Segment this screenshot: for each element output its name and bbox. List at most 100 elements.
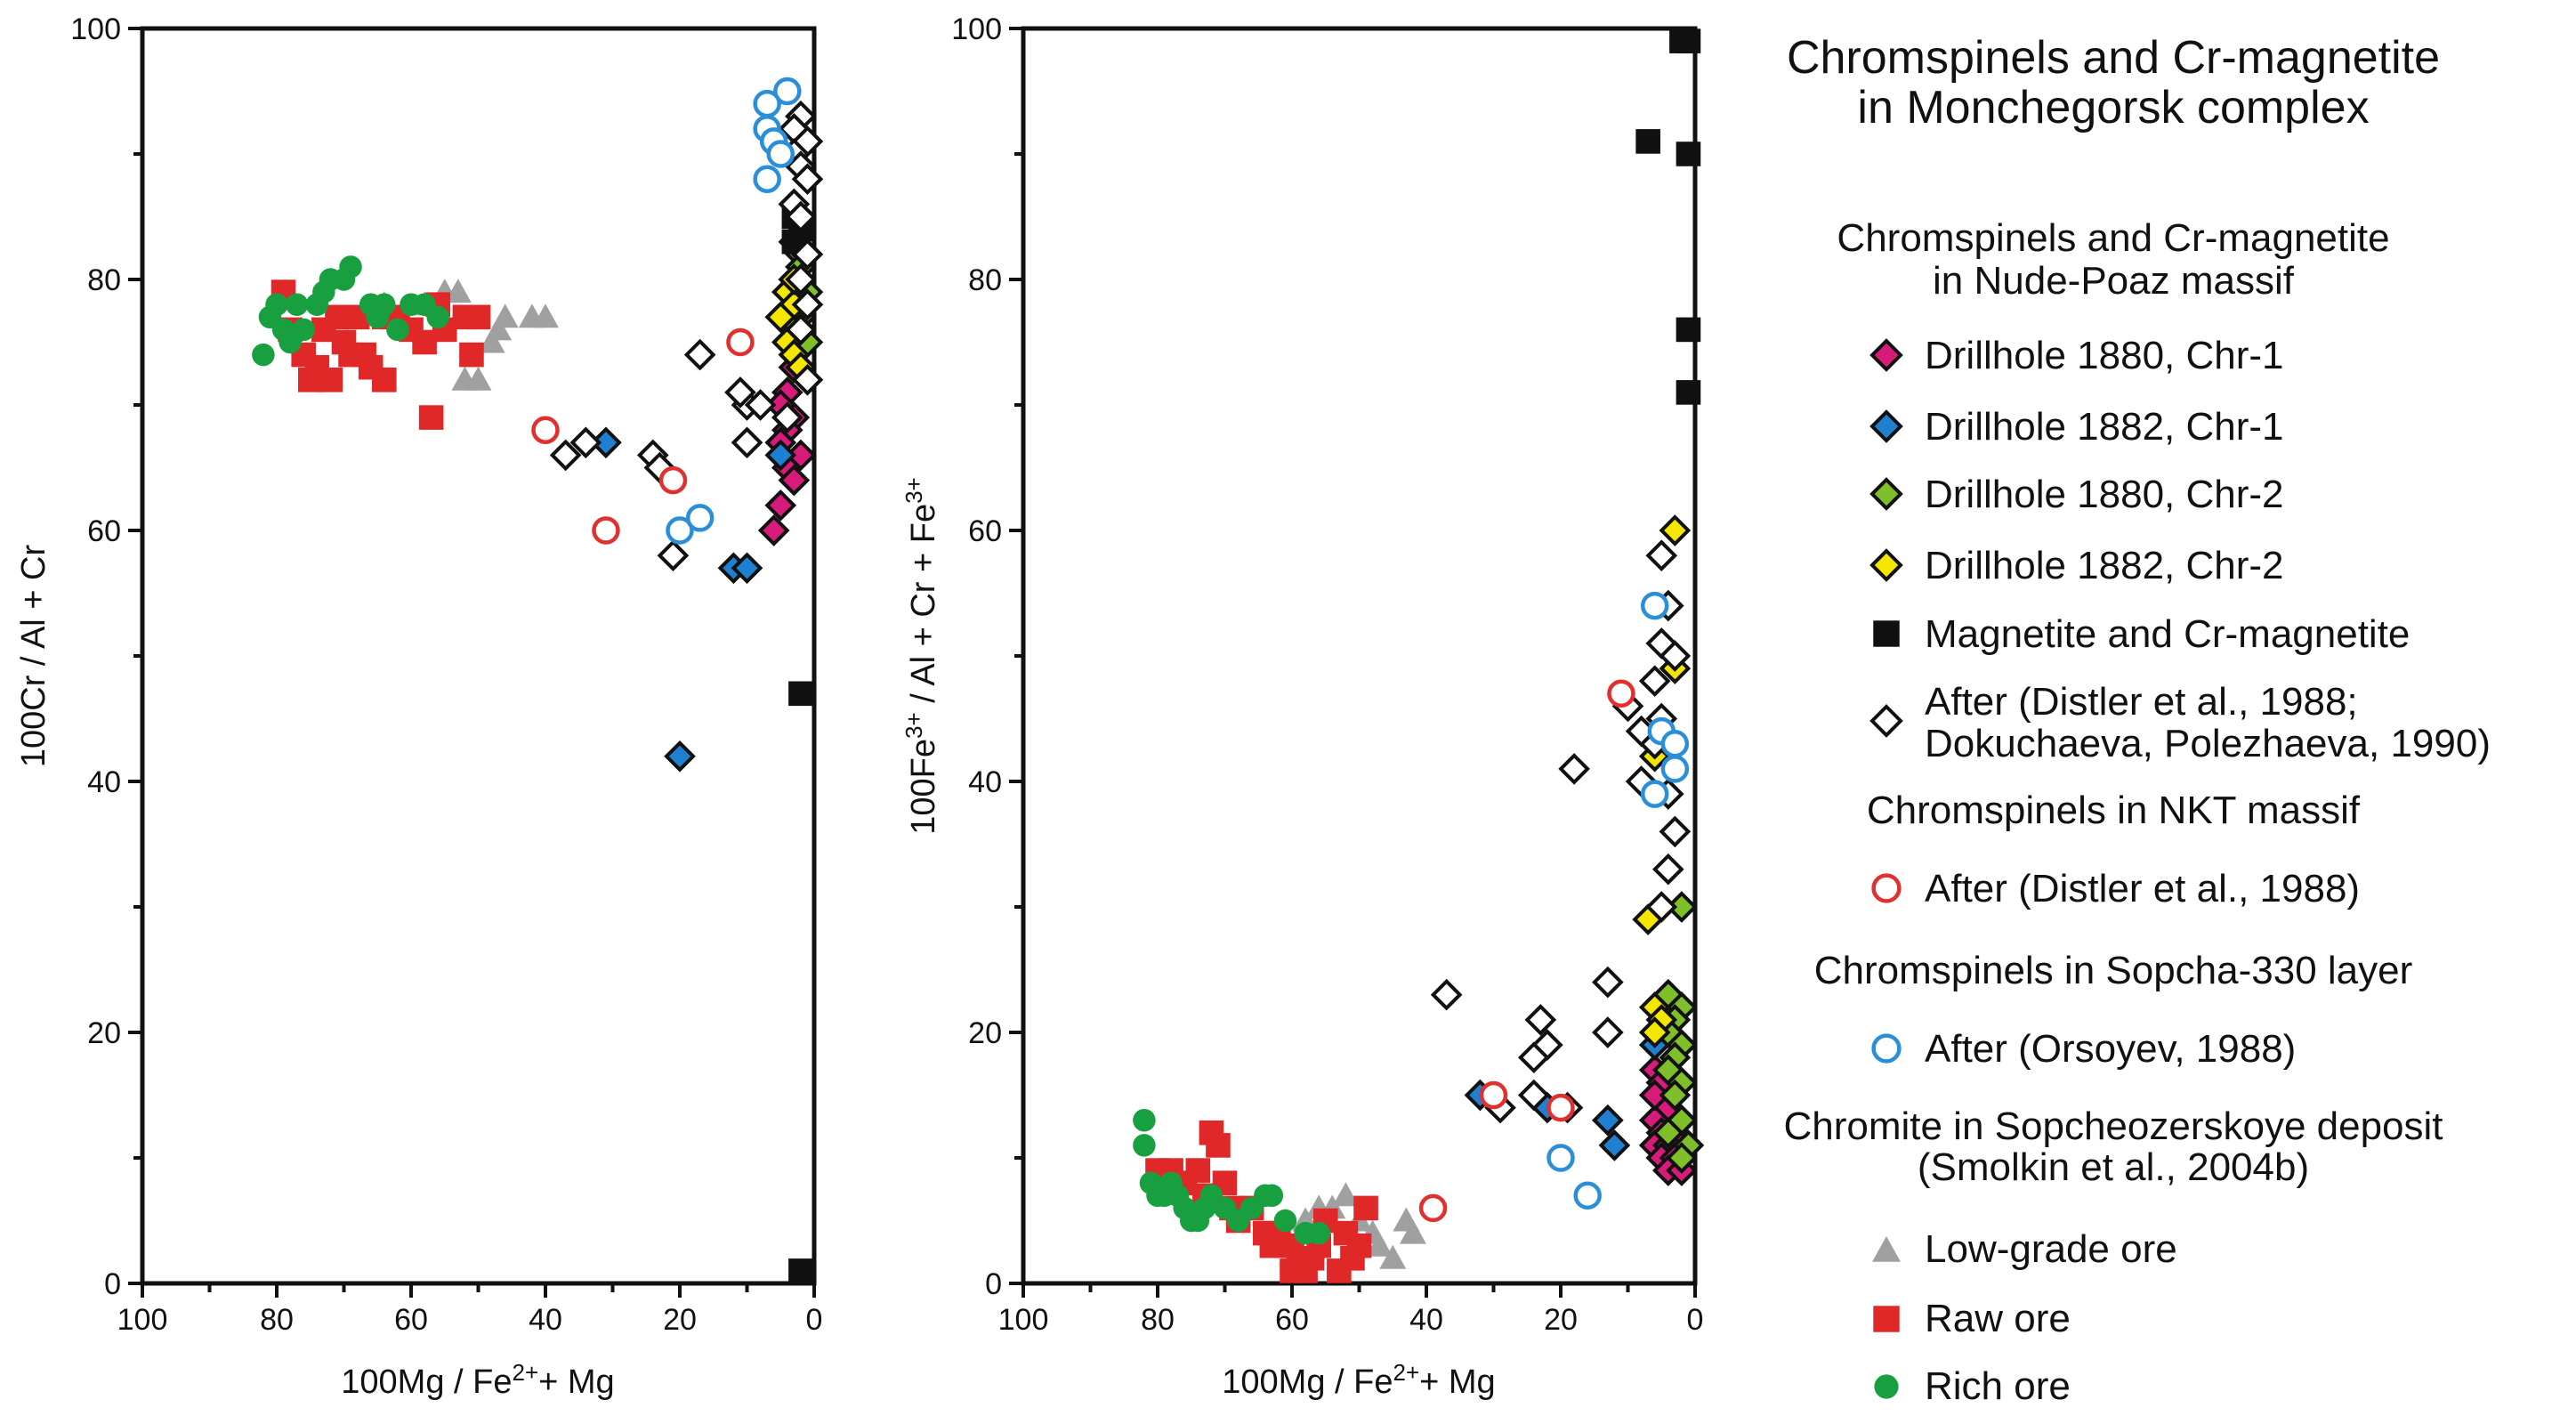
right-point-rich-ore [1307, 1221, 1330, 1245]
right-point-after-distler-et-al-1988-dokuchaeva-polezhaeva-1990 [1517, 1041, 1550, 1074]
right-point-nkt-after-distler-et-al-1988 [1546, 1093, 1575, 1122]
left-point-after-distler-et-al-1988-dokuchaeva-polezhaeva-1990 [791, 163, 824, 196]
legend-marker-1882-chr1 [1869, 409, 1903, 443]
right-point-rich-ore [1260, 1184, 1284, 1208]
right-xtick-label: 20 [1544, 1303, 1578, 1337]
right-point-after-distler-et-al-1988-dokuchaeva-polezhaeva-1990 [1645, 891, 1678, 923]
left-point-after-distler-et-al-1988-dokuchaeva-polezhaeva-1990 [569, 426, 602, 459]
right-ytick-label: 100 [951, 12, 1002, 46]
left-point-raw-ore [459, 342, 484, 368]
right-point-nkt-after-distler-et-al-1988 [1479, 1080, 1508, 1110]
legend-marker-rich [1874, 1374, 1899, 1399]
left-point-drillhole-1880-chr-1 [757, 514, 790, 546]
left-point-low-grade-ore [478, 328, 505, 353]
left-xtick-label: 20 [663, 1303, 697, 1337]
right-point-sopcha-330-after-orsoyev-1988 [1640, 780, 1669, 808]
right-ytick-label: 0 [985, 1267, 1002, 1301]
right-ytick-label: 80 [968, 263, 1002, 297]
right-point-raw-ore [1185, 1158, 1211, 1183]
left-plot: 0 20 40 60 80 100 100 80 60 40 20 0 100Mg / Fe2++ M… [15, 12, 824, 1401]
left-point-rich-ore [366, 305, 389, 329]
legend-marker-magnetite-shape [1873, 620, 1900, 647]
right-ytick-label: 40 [968, 765, 1002, 799]
left-point-sopcha-330-after-orsoyev-1988 [773, 77, 802, 106]
left-xtick-label: 80 [260, 1303, 294, 1337]
right-point-magnetite-and-cr-magnetite [1635, 129, 1660, 154]
left-ytick-label: 40 [87, 765, 121, 799]
left-xtick-label: 40 [529, 1303, 562, 1337]
right-point-sopcha-330-after-orsoyev-1988 [1660, 729, 1690, 758]
right-point-sopcha-330-after-orsoyev-1988 [1546, 1144, 1575, 1172]
left-point-rich-ore [339, 255, 362, 279]
legend-item-nkt: After (Distler et al., 1988) [1925, 867, 2360, 910]
legend-item-after-distler-line1: After (Distler et al., 1988; [1925, 680, 2358, 724]
left-point-raw-ore [418, 405, 444, 430]
right-point-after-distler-et-al-1988-dokuchaeva-polezhaeva-1990 [1659, 640, 1692, 672]
right-point-after-distler-et-al-1988-dokuchaeva-polezhaeva-1990 [1524, 1004, 1557, 1036]
right-xtick-label: 0 [1687, 1303, 1704, 1337]
left-xtick-label: 0 [806, 1303, 823, 1337]
right-point-raw-ore [1206, 1133, 1231, 1158]
legend-marker-1882-chr2 [1869, 548, 1903, 582]
legend-group1-line1: Chromspinels and Cr-magnetite [1837, 216, 2389, 260]
left-point-after-distler-et-al-1988-dokuchaeva-polezhaeva-1990 [683, 338, 716, 371]
legend-group1-line2: in Nude-Poaz massif [1933, 259, 2295, 303]
left-point-sopcha-330-after-orsoyev-1988 [766, 140, 795, 168]
legend: Chromspinels and Cr-magnetite in Moncheg… [1783, 32, 2491, 1408]
legend-marker-1880-chr1-shape [1869, 338, 1903, 372]
right-point-drillhole-1880-chr-2 [1651, 1116, 1684, 1149]
left-point-raw-ore [351, 342, 376, 368]
right-point-low-grade-ore [1366, 1232, 1393, 1257]
legend-marker-low-grade [1872, 1236, 1901, 1262]
left-point-after-distler-et-al-1988-dokuchaeva-polezhaeva-1990 [549, 439, 582, 472]
legend-marker-nkt [1871, 873, 1902, 903]
legend-item-sopcha: After (Orsoyev, 1988) [1925, 1027, 2296, 1071]
legend-marker-nkt-shape [1871, 873, 1902, 903]
left-point-drillhole-1882-chr-1 [731, 552, 763, 585]
left-point-rich-ore [252, 343, 275, 367]
left-point-after-distler-et-al-1988-dokuchaeva-polezhaeva-1990 [791, 238, 824, 271]
right-point-after-distler-et-al-1988-dokuchaeva-polezhaeva-1990 [1430, 978, 1463, 1011]
left-point-after-distler-et-al-1988-dokuchaeva-polezhaeva-1990 [771, 401, 803, 433]
left-ylabel: 100Cr / Al + Cr [15, 545, 52, 768]
legend-title-line1: Chromspinels and Cr-magnetite [1787, 32, 2440, 84]
right-xtick-label: 100 [998, 1303, 1049, 1337]
right-marks [1133, 28, 1705, 1283]
legend-marker-after-distler-shape [1869, 704, 1903, 738]
left-point-after-distler-et-al-1988-dokuchaeva-polezhaeva-1990 [791, 288, 824, 321]
left-ytick-label: 0 [104, 1267, 121, 1301]
legend-title-line2: in Monchegorsk complex [1857, 82, 2369, 134]
left-point-after-distler-et-al-1988-dokuchaeva-polezhaeva-1990 [731, 426, 763, 459]
legend-marker-raw [1873, 1306, 1900, 1332]
left-ytick-label: 60 [87, 514, 121, 548]
right-point-nkt-after-distler-et-al-1988 [1607, 679, 1635, 708]
left-point-rich-ore [265, 293, 288, 316]
left-point-drillhole-1882-chr-1 [764, 439, 797, 472]
right-point-drillhole-1882-chr-1 [1592, 1104, 1624, 1137]
left-point-drillhole-1882-chr-2 [764, 301, 797, 334]
right-point-raw-ore [1259, 1233, 1285, 1258]
right-plot-frame [1021, 26, 1698, 1286]
right-point-after-distler-et-al-1988-dokuchaeva-polezhaeva-1990 [1592, 1016, 1624, 1048]
legend-marker-1882-chr2-shape [1869, 548, 1903, 582]
left-point-after-distler-et-al-1988-dokuchaeva-polezhaeva-1990 [785, 263, 817, 295]
legend-marker-1882-chr1-shape [1869, 409, 1903, 443]
legend-item-1882-chr2: Drillhole 1882, Chr-2 [1925, 544, 2284, 587]
legend-marker-magnetite [1873, 620, 1900, 647]
right-xtick-label: 40 [1409, 1303, 1443, 1337]
legend-marker-sopcha [1871, 1033, 1902, 1064]
left-point-after-distler-et-al-1988-dokuchaeva-polezhaeva-1990 [724, 376, 756, 409]
legend-item-1880-chr2: Drillhole 1880, Chr-2 [1925, 473, 2284, 516]
left-ytick-label: 100 [70, 12, 121, 46]
left-point-raw-ore [372, 368, 397, 392]
left-marks [252, 77, 824, 1283]
left-point-sopcha-330-after-orsoyev-1988 [685, 504, 715, 532]
left-point-rich-ore [285, 293, 309, 316]
left-point-nkt-after-distler-et-al-1988 [592, 516, 620, 545]
legend-item-after-distler-line2: Dokuchaeva, Polezhaeva, 1990) [1925, 722, 2491, 765]
right-point-after-distler-et-al-1988-dokuchaeva-polezhaeva-1990 [1558, 753, 1590, 785]
legend-item-raw: Raw ore [1925, 1297, 2071, 1340]
legend-item-1880-chr1: Drillhole 1880, Chr-1 [1925, 334, 2284, 377]
right-point-raw-ore [1327, 1258, 1352, 1283]
